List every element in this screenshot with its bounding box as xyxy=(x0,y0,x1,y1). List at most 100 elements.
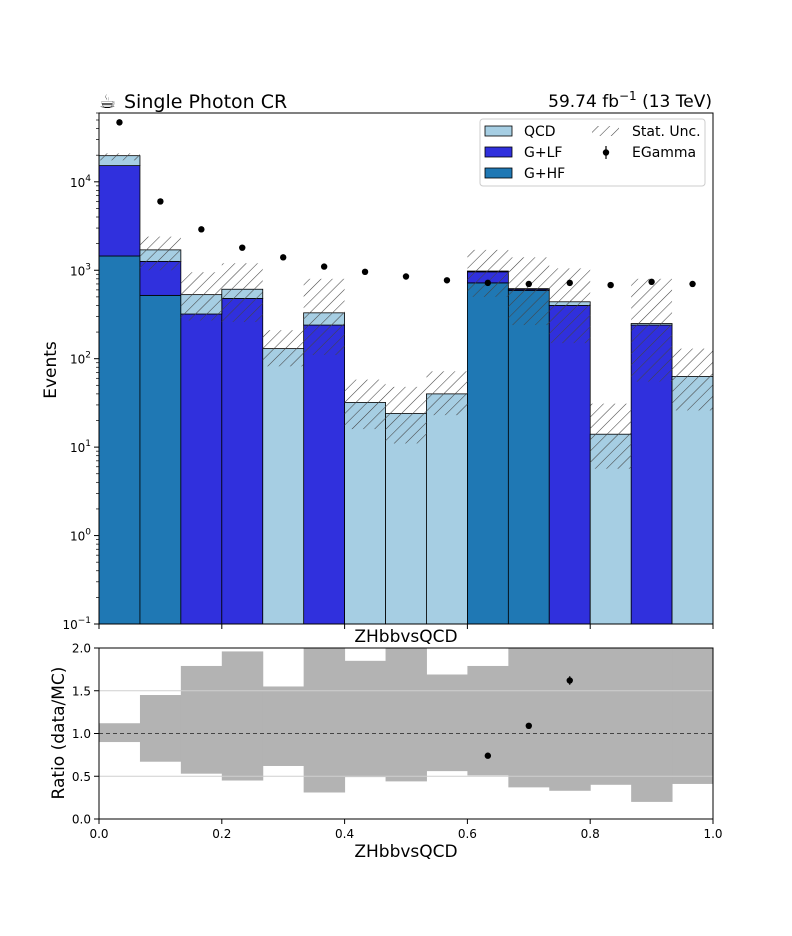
lumi-label: 59.74 fb−1 (13 TeV) xyxy=(548,89,712,112)
egamma-point xyxy=(239,244,246,251)
bar-g-lf xyxy=(99,165,141,257)
ratio-unc-box xyxy=(672,648,713,784)
stat-unc-box xyxy=(467,249,509,297)
egamma-point xyxy=(280,254,287,261)
stat-unc-box xyxy=(221,263,263,322)
bar-g-hf xyxy=(139,294,182,624)
stat-unc-box xyxy=(344,379,386,430)
legend-glf-label: G+LF xyxy=(524,145,562,161)
ratio-x-tick-label: 0.0 xyxy=(89,827,108,841)
bar-g-lf xyxy=(548,305,591,624)
legend-egamma-marker xyxy=(602,146,610,159)
ratio-unc-box xyxy=(99,723,141,743)
legend-qcd-label: QCD xyxy=(524,124,556,140)
egamma-point xyxy=(525,280,532,288)
legend-egamma-label: EGamma xyxy=(632,145,696,161)
y-tick-label: 101 xyxy=(70,439,91,455)
ratio-unc-box xyxy=(590,648,632,785)
ratio-points xyxy=(484,676,573,759)
legend-ghf-label: G+HF xyxy=(524,166,565,182)
stat-unc-box xyxy=(180,272,222,321)
legend: QCD G+LF G+HF Stat. Unc. EGamma xyxy=(479,118,706,187)
legend-stat-unc-swatch xyxy=(592,126,619,136)
stat-unc-box xyxy=(99,153,140,161)
ratio-unc-box xyxy=(262,686,305,766)
bar-qcd xyxy=(385,413,427,624)
y-tick-label: 103 xyxy=(70,262,91,278)
ratio-point xyxy=(525,722,532,730)
egamma-point xyxy=(607,281,614,289)
main-y-axis-label: Events xyxy=(41,341,61,399)
ratio-x-tick-label: 0.2 xyxy=(212,827,231,841)
egamma-point xyxy=(157,198,164,205)
bar-qcd xyxy=(344,402,386,624)
egamma-point xyxy=(566,279,573,287)
ratio-unc-box xyxy=(467,665,509,776)
ratio-y-tick-label: 2.0 xyxy=(72,642,91,656)
ratio-unc-box xyxy=(508,648,550,788)
main-plot-frame xyxy=(98,112,714,625)
main-x-ticks xyxy=(98,624,714,629)
ratio-x-axis: 0.0 0.2 0.4 0.6 0.8 1.0 xyxy=(89,819,723,841)
ratio-x-axis-label: ZHbbvsQCD xyxy=(354,842,457,862)
coffee-cup-icon: ☕ xyxy=(99,91,116,113)
ratio-y-tick-label: 0.5 xyxy=(72,770,91,784)
y-tick-label: 102 xyxy=(70,351,91,367)
egamma-point xyxy=(320,263,328,270)
egamma-point xyxy=(648,278,655,286)
chart-title: Single Photon CR xyxy=(124,91,287,113)
egamma-point xyxy=(443,277,451,284)
bar-qcd xyxy=(426,393,468,624)
stat-unc-box xyxy=(590,403,632,469)
egamma-data-points xyxy=(116,119,696,289)
stat-unc-box xyxy=(303,278,345,356)
bar-g-hf xyxy=(507,290,550,624)
legend-qcd-swatch xyxy=(484,125,513,137)
main-x-axis-label: ZHbbvsQCD xyxy=(354,627,457,647)
ratio-y-axis-label: Ratio (data/MC) xyxy=(49,667,69,800)
stat-unc-box xyxy=(508,257,550,326)
ratio-point xyxy=(566,677,573,684)
legend-stat-unc-label: Stat. Unc. xyxy=(632,124,701,140)
ratio-x-tick-label: 0.4 xyxy=(335,827,354,841)
ratio-x-tick-label: 0.8 xyxy=(581,827,600,841)
main-plot: 10−1 100 101 102 103 104 Events ZHbbvsQCD QCD… xyxy=(41,112,714,647)
ratio-plot: 0.0 0.5 1.0 1.5 2.0 0.0 0.2 0.4 0.6 0.8 1.0 Ratio… xyxy=(49,642,723,863)
ratio-unc-band xyxy=(99,648,713,802)
ratio-point xyxy=(484,752,492,759)
main-y-axis: 10−1 100 101 102 103 104 xyxy=(62,112,99,632)
ratio-y-axis: 0.0 0.5 1.0 1.5 2.0 xyxy=(72,642,99,827)
y-tick-label: 104 xyxy=(70,174,91,190)
legend-glf-swatch xyxy=(484,146,513,158)
y-tick-label: 10−1 xyxy=(62,616,91,632)
ratio-unc-box xyxy=(221,651,264,781)
ratio-y-tick-label: 1.0 xyxy=(72,727,91,741)
ratio-gridlines xyxy=(99,690,713,777)
ratio-unc-box xyxy=(385,648,427,782)
bar-g-lf xyxy=(303,324,346,624)
bar-g-lf xyxy=(221,298,264,624)
stat-unc-box xyxy=(426,371,468,416)
ratio-y-tick-label: 1.5 xyxy=(72,684,91,698)
chart-header: ☕ Single Photon CR 59.74 fb−1 (13 TeV) xyxy=(99,89,712,113)
egamma-point xyxy=(689,280,696,288)
ratio-unc-box xyxy=(303,648,346,793)
stat-unc-box xyxy=(262,330,304,367)
stat-unc-box xyxy=(139,236,181,271)
egamma-point xyxy=(198,226,205,233)
ratio-unc-box xyxy=(139,695,182,762)
ratio-y-tick-label: 0.0 xyxy=(72,813,91,827)
y-tick-label: 100 xyxy=(70,528,91,544)
bar-qcd xyxy=(262,348,305,624)
ratio-unc-box xyxy=(180,665,223,774)
stat-unc-band xyxy=(99,153,713,469)
ratio-unc-box xyxy=(344,660,387,778)
stat-unc-box xyxy=(672,348,713,411)
stacked-histogram xyxy=(99,155,713,624)
stat-unc-box xyxy=(631,278,673,382)
egamma-point xyxy=(484,279,492,287)
bar-g-lf xyxy=(180,313,223,624)
egamma-point xyxy=(361,268,369,276)
ratio-x-tick-label: 0.6 xyxy=(458,827,477,841)
